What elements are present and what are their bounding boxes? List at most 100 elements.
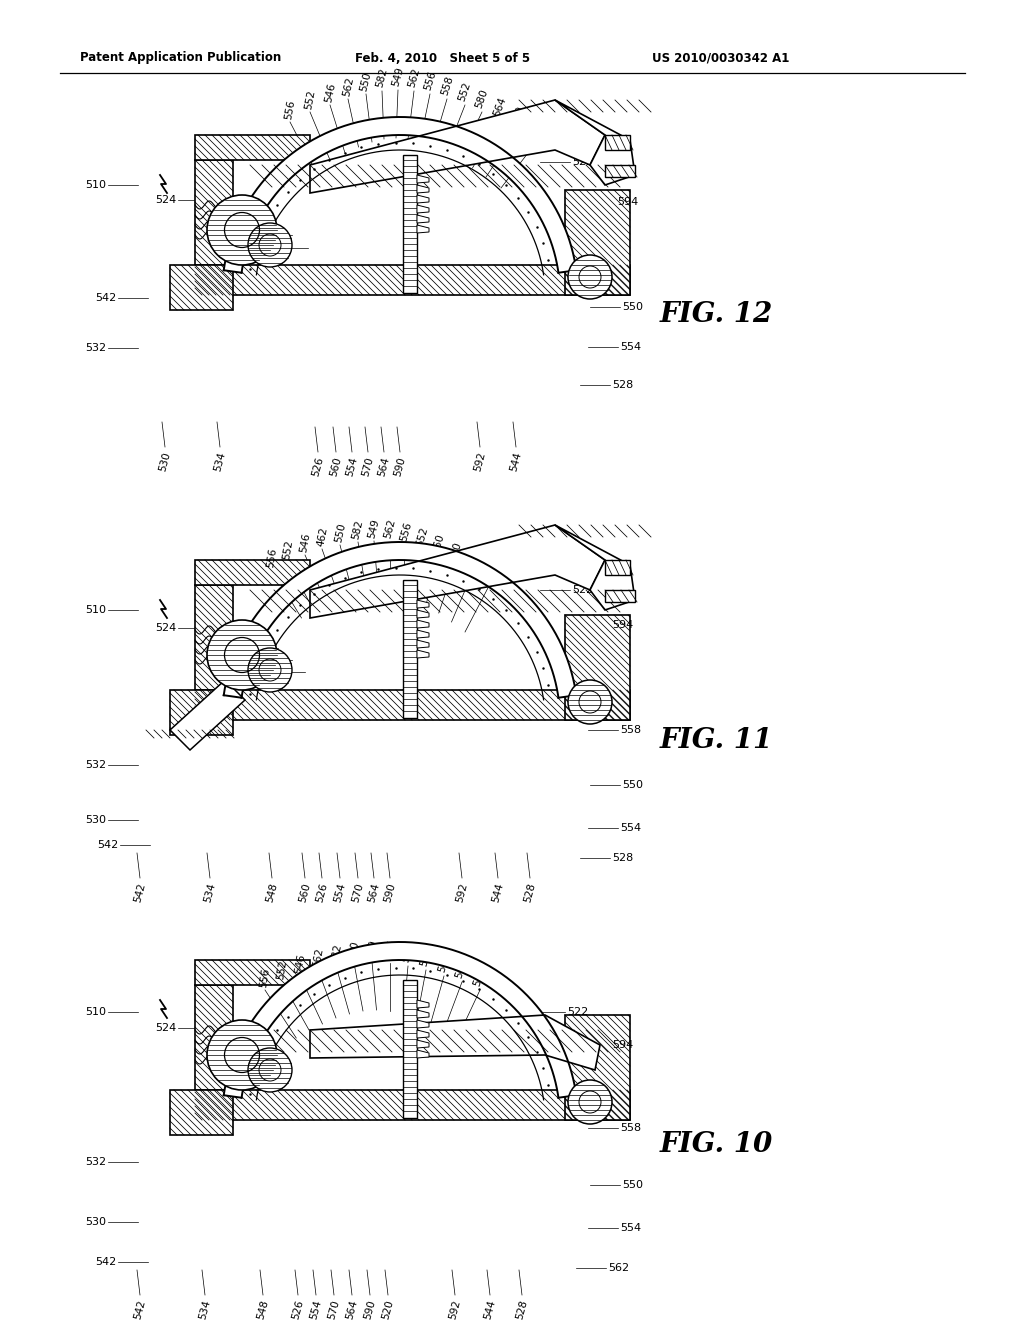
Text: 552: 552 <box>282 539 295 560</box>
Bar <box>170 1090 233 1135</box>
Text: 580: 580 <box>419 946 433 968</box>
Text: 524: 524 <box>155 195 176 205</box>
Text: 582: 582 <box>375 67 389 88</box>
Text: 564: 564 <box>345 1299 359 1320</box>
Bar <box>605 560 630 576</box>
Text: 526: 526 <box>310 455 326 478</box>
Text: 549: 549 <box>390 66 406 88</box>
Polygon shape <box>417 630 429 638</box>
Text: 528: 528 <box>522 882 538 904</box>
Text: 562: 562 <box>407 67 422 88</box>
Text: 562: 562 <box>311 946 325 968</box>
Text: 542: 542 <box>95 293 116 304</box>
Text: 552: 552 <box>303 88 316 110</box>
Text: 546: 546 <box>323 82 337 103</box>
Polygon shape <box>223 543 577 698</box>
Polygon shape <box>310 525 605 618</box>
Text: 594: 594 <box>617 197 638 207</box>
Text: 522: 522 <box>572 585 593 595</box>
Text: 534: 534 <box>198 1299 212 1320</box>
Text: 526: 526 <box>314 882 330 904</box>
Text: 562: 562 <box>383 519 397 540</box>
Text: 556: 556 <box>239 655 260 665</box>
Text: Feb. 4, 2010   Sheet 5 of 5: Feb. 4, 2010 Sheet 5 of 5 <box>355 51 530 65</box>
Text: 590: 590 <box>362 1299 378 1320</box>
Bar <box>565 1015 630 1119</box>
Polygon shape <box>417 1030 429 1038</box>
Text: 556: 556 <box>258 966 271 987</box>
Text: 552: 552 <box>255 243 276 253</box>
Polygon shape <box>417 620 429 628</box>
Ellipse shape <box>568 680 612 723</box>
Text: 564: 564 <box>464 550 480 572</box>
Polygon shape <box>417 205 429 213</box>
Text: 582: 582 <box>329 942 343 964</box>
Text: 558: 558 <box>620 725 641 735</box>
Text: 554: 554 <box>308 1299 324 1320</box>
Bar <box>195 985 233 1090</box>
Ellipse shape <box>207 195 278 265</box>
Text: 462: 462 <box>315 525 329 546</box>
Text: 530: 530 <box>85 814 106 825</box>
Text: 552: 552 <box>275 958 289 979</box>
Text: 530: 530 <box>85 1217 106 1228</box>
Text: 528: 528 <box>612 853 633 863</box>
Bar <box>195 960 310 985</box>
Text: 542: 542 <box>132 1299 147 1320</box>
Text: 510: 510 <box>85 180 106 190</box>
Text: 556: 556 <box>398 521 414 543</box>
Bar <box>195 135 310 160</box>
Text: 564: 564 <box>367 882 381 904</box>
Text: 546: 546 <box>293 953 307 974</box>
Text: 558: 558 <box>620 1123 641 1133</box>
Text: 554: 554 <box>620 342 641 352</box>
Bar <box>170 690 233 735</box>
Polygon shape <box>310 100 605 193</box>
Text: 520: 520 <box>381 1299 395 1320</box>
Polygon shape <box>417 215 429 223</box>
Bar <box>195 585 233 690</box>
Text: 544: 544 <box>490 882 506 904</box>
Bar <box>403 154 417 293</box>
Bar <box>605 590 635 602</box>
Text: 550: 550 <box>347 940 361 961</box>
Ellipse shape <box>207 620 278 690</box>
Text: 554: 554 <box>620 822 641 833</box>
Text: 530: 530 <box>158 451 172 473</box>
Text: 554: 554 <box>620 1224 641 1233</box>
Text: 564: 564 <box>492 96 508 117</box>
Bar <box>195 560 310 585</box>
Text: 552: 552 <box>457 81 473 103</box>
Text: 528: 528 <box>515 1299 529 1320</box>
Text: 554: 554 <box>345 455 359 478</box>
Bar <box>403 979 417 1118</box>
Ellipse shape <box>248 648 292 692</box>
Polygon shape <box>417 640 429 648</box>
Polygon shape <box>223 117 577 273</box>
Text: 510: 510 <box>85 1007 106 1016</box>
Text: 592: 592 <box>455 882 469 904</box>
Text: 554: 554 <box>333 882 347 904</box>
Text: 570: 570 <box>360 455 376 478</box>
Text: 594: 594 <box>612 1040 633 1049</box>
Text: 556: 556 <box>422 70 437 92</box>
Polygon shape <box>417 195 429 203</box>
Bar <box>605 135 630 150</box>
Text: 570: 570 <box>350 882 366 904</box>
Text: 528: 528 <box>612 380 633 389</box>
Ellipse shape <box>248 1048 292 1092</box>
Text: 522: 522 <box>482 560 498 582</box>
Text: 552: 552 <box>400 942 416 964</box>
Text: 526: 526 <box>291 1299 305 1320</box>
Text: 532: 532 <box>85 343 106 352</box>
Text: 580: 580 <box>447 541 463 564</box>
Text: 550: 550 <box>622 780 643 789</box>
Text: 522: 522 <box>529 116 547 139</box>
Bar <box>195 690 630 719</box>
Text: 540: 540 <box>225 643 246 653</box>
Polygon shape <box>555 525 635 610</box>
Text: 542: 542 <box>95 1257 116 1267</box>
Text: 540: 540 <box>222 215 243 224</box>
Polygon shape <box>417 224 429 234</box>
Ellipse shape <box>207 1020 278 1090</box>
